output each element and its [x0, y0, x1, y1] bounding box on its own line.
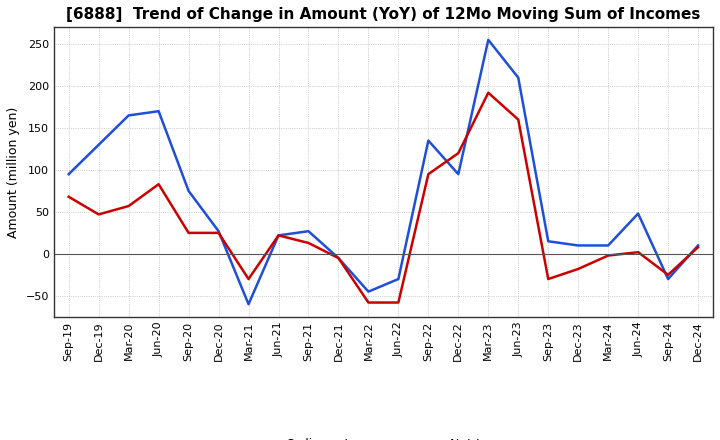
Ordinary Income	[484, 37, 492, 43]
Net Income	[125, 203, 133, 209]
Net Income	[304, 240, 312, 246]
Net Income	[244, 276, 253, 282]
Ordinary Income	[424, 138, 433, 143]
Net Income	[604, 253, 613, 258]
Legend: Ordinary Income, Net Income: Ordinary Income, Net Income	[240, 433, 527, 440]
Net Income	[334, 255, 343, 260]
Net Income	[364, 300, 373, 305]
Net Income	[94, 212, 103, 217]
Ordinary Income	[454, 172, 463, 177]
Net Income	[274, 233, 283, 238]
Ordinary Income	[634, 211, 642, 216]
Ordinary Income	[215, 228, 223, 234]
Net Income	[424, 172, 433, 177]
Net Income	[394, 300, 402, 305]
Ordinary Income	[514, 75, 523, 80]
Ordinary Income	[394, 276, 402, 282]
Line: Ordinary Income: Ordinary Income	[68, 40, 698, 304]
Net Income	[634, 249, 642, 255]
Ordinary Income	[94, 142, 103, 147]
Ordinary Income	[574, 243, 582, 248]
Ordinary Income	[244, 301, 253, 307]
Ordinary Income	[154, 109, 163, 114]
Net Income	[184, 230, 193, 235]
Ordinary Income	[274, 233, 283, 238]
Line: Net Income: Net Income	[68, 93, 698, 303]
Net Income	[215, 230, 223, 235]
Ordinary Income	[364, 289, 373, 294]
Net Income	[574, 266, 582, 271]
Ordinary Income	[64, 172, 73, 177]
Y-axis label: Amount (million yen): Amount (million yen)	[7, 106, 20, 238]
Ordinary Income	[694, 243, 703, 248]
Net Income	[454, 150, 463, 156]
Title: [6888]  Trend of Change in Amount (YoY) of 12Mo Moving Sum of Incomes: [6888] Trend of Change in Amount (YoY) o…	[66, 7, 701, 22]
Net Income	[514, 117, 523, 122]
Net Income	[694, 245, 703, 250]
Ordinary Income	[304, 228, 312, 234]
Ordinary Income	[334, 255, 343, 260]
Ordinary Income	[125, 113, 133, 118]
Net Income	[484, 90, 492, 95]
Ordinary Income	[604, 243, 613, 248]
Net Income	[154, 182, 163, 187]
Net Income	[544, 276, 552, 282]
Net Income	[664, 272, 672, 278]
Net Income	[64, 194, 73, 199]
Ordinary Income	[664, 276, 672, 282]
Ordinary Income	[184, 188, 193, 194]
Ordinary Income	[544, 238, 552, 244]
